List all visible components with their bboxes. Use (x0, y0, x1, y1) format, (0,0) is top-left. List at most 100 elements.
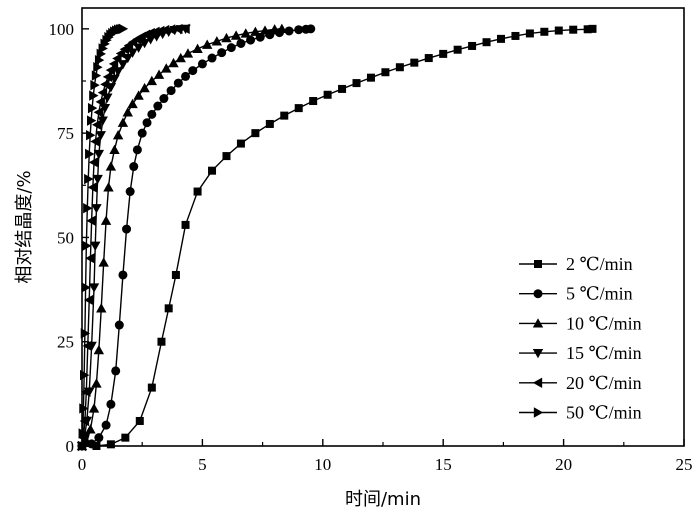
data-point-square (121, 433, 130, 442)
data-point-triangle-left (155, 25, 165, 37)
data-point-triangle-down (139, 38, 150, 49)
data-point-triangle-up (93, 344, 105, 355)
data-point-circle (153, 101, 163, 111)
data-point-square (265, 119, 274, 128)
data-point-triangle-left (79, 415, 90, 427)
data-point-square (294, 104, 303, 113)
data-point-triangle-down (93, 149, 105, 160)
data-point-circle (226, 43, 236, 53)
x-axis-title: 时间/min (345, 489, 421, 510)
data-point-triangle-up (109, 144, 120, 154)
x-tick-label: 20 (555, 455, 572, 474)
data-point-square (439, 49, 448, 58)
y-tick-label: 0 (66, 437, 75, 456)
data-point-triangle-right (77, 440, 88, 452)
data-point-triangle-up (259, 25, 271, 35)
data-point-triangle-up (98, 257, 109, 267)
data-point-triangle-up (85, 424, 96, 434)
data-point-triangle-left (85, 253, 95, 264)
data-point-triangle-left (108, 58, 119, 70)
data-point-circle (147, 109, 157, 119)
data-point-triangle-up (133, 90, 144, 100)
data-point-triangle-left (90, 136, 100, 147)
data-point-square (395, 63, 404, 72)
data-point-triangle-up (240, 28, 251, 38)
x-tick-label: 0 (78, 455, 87, 474)
data-point-triangle-left (93, 107, 104, 118)
data-point-triangle-left (81, 386, 91, 397)
data-point-triangle-up (112, 130, 124, 140)
data-point-triangle-left (84, 294, 94, 306)
data-point-triangle-up (250, 26, 261, 36)
data-point-square (135, 416, 144, 425)
data-point-square (323, 90, 332, 99)
data-point-triangle-right (80, 328, 91, 339)
data-point-square (554, 26, 563, 35)
data-point-triangle-up (269, 24, 280, 34)
data-point-triangle-left (112, 53, 122, 64)
data-point-triangle-left (159, 24, 170, 36)
legend-item: 50 ℃/min (519, 403, 642, 423)
y-axis-ticks: 0 25 50 75 100 (49, 20, 89, 456)
data-point-square (208, 166, 217, 175)
data-point-triangle-up (105, 161, 117, 171)
data-point-circle (137, 128, 147, 138)
data-point-circle (197, 59, 207, 69)
x-tick-label: 25 (676, 455, 693, 474)
data-point-triangle-up (161, 63, 172, 73)
y-tick-label: 25 (57, 333, 74, 352)
legend-item: 2 ℃/min (519, 254, 633, 274)
legend-label: 10 ℃/min (566, 313, 642, 333)
data-point-triangle-left (97, 87, 108, 98)
data-point-triangle-down (88, 283, 100, 293)
data-point-triangle-up (96, 303, 107, 313)
data-point-circle (142, 118, 152, 128)
data-point-triangle-up (192, 43, 203, 54)
data-point-circle (125, 187, 135, 197)
data-point-square (468, 41, 477, 50)
data-point-circle (166, 86, 176, 96)
series-layer (76, 23, 597, 452)
data-point-square (236, 139, 245, 148)
data-point-triangle-right (85, 148, 95, 160)
data-point-triangle-left (102, 71, 113, 83)
data-point-triangle-right (86, 115, 97, 126)
data-point-triangle-left (95, 96, 105, 108)
data-point-triangle-up (127, 98, 138, 109)
data-point-square (147, 383, 156, 392)
legend-marker-triangle-left (532, 377, 543, 388)
data-point-square (482, 38, 491, 47)
x-tick-label: 10 (314, 455, 331, 474)
data-point-circle (111, 366, 121, 376)
data-point-triangle-up (168, 57, 179, 68)
data-point-square (496, 34, 505, 43)
data-point-circle (132, 145, 142, 155)
data-point-square (193, 187, 202, 196)
data-point-circle (236, 38, 246, 48)
data-point-triangle-up (139, 82, 150, 93)
data-point-circle (207, 53, 217, 63)
data-point-circle (122, 224, 132, 234)
data-point-triangle-right (82, 240, 92, 251)
data-point-circle (173, 78, 183, 88)
data-point-circle (118, 270, 128, 280)
legend-marker-circle (533, 289, 543, 299)
series-line (82, 28, 593, 447)
data-point-triangle-up (211, 36, 223, 46)
legend: 2 ℃/min 5 ℃/min 10 ℃/min 15 ℃/min 20 ℃/min 50… (519, 254, 642, 423)
data-point-circle (101, 420, 111, 430)
legend-item: 10 ℃/min (519, 313, 642, 333)
data-point-triangle-down (90, 241, 101, 251)
legend-marker-square (534, 260, 542, 268)
data-point-square (410, 58, 419, 67)
data-point-square (164, 304, 173, 313)
x-axis-ticks: 0 5 10 15 20 25 (78, 439, 693, 474)
data-point-square (525, 29, 534, 38)
x-tick-label: 5 (198, 455, 207, 474)
data-point-triangle-right (86, 130, 96, 141)
data-point-triangle-left (87, 182, 97, 193)
data-point-triangle-down (97, 116, 108, 126)
data-point-triangle-right (83, 203, 93, 214)
